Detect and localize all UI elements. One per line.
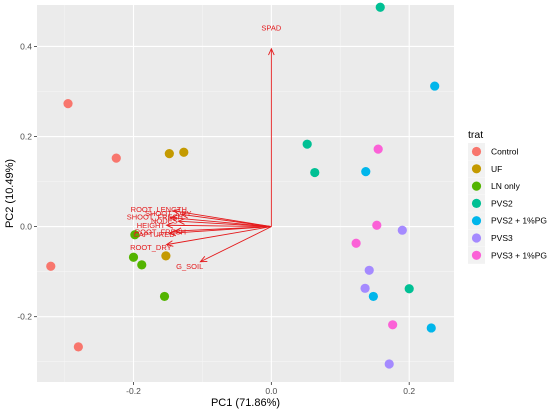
legend-key-point	[471, 181, 482, 191]
y-axis-ticks: -0.2 0.0 0.2 0.4	[17, 41, 37, 322]
legend-label: Control	[491, 147, 519, 157]
data-point	[361, 167, 371, 177]
legend-key-point	[471, 216, 482, 226]
loading-arrowhead	[180, 212, 189, 219]
legend-label: PVS3 + 1%PG	[491, 250, 547, 260]
data-point	[404, 284, 414, 294]
legend-label: UF	[491, 164, 502, 174]
data-point	[430, 81, 440, 91]
x-tick-label: 0.0	[265, 386, 277, 396]
loading-label: ROOT_FRESH	[135, 228, 186, 237]
x-tick-label: -0.2	[126, 386, 141, 396]
x-axis-ticks: -0.2 0.0 0.2	[126, 382, 415, 396]
legend-label: LN only	[491, 181, 521, 191]
data-point	[372, 220, 382, 230]
loading-arrow	[166, 226, 272, 246]
data-point	[364, 265, 374, 275]
legend-key-point	[471, 198, 482, 208]
legend-title: trat	[468, 129, 483, 141]
data-point	[397, 225, 407, 235]
loading-arrows	[165, 47, 275, 263]
minor-gridlines	[37, 5, 454, 382]
loading-arrow	[181, 213, 272, 228]
loading-arrowhead	[165, 240, 174, 247]
data-point	[73, 342, 83, 352]
loading-label: HEIGHT	[137, 221, 166, 230]
data-point	[368, 291, 378, 302]
data-point	[375, 2, 385, 12]
data-point	[164, 149, 174, 159]
data-point	[426, 323, 436, 333]
loading-arrowhead	[177, 218, 186, 225]
data-point	[161, 251, 171, 261]
loading-arrow	[166, 224, 272, 228]
data-point	[159, 291, 170, 302]
legend-key-point	[471, 146, 482, 157]
data-point	[137, 260, 147, 270]
loading-arrowhead	[165, 222, 174, 229]
data-point	[46, 261, 56, 271]
x-tick-label: 0.2	[403, 386, 415, 396]
data-point	[384, 359, 394, 369]
data-point	[128, 252, 139, 262]
loading-arrowhead	[268, 47, 275, 56]
loading-label: SHOOT_DRY	[145, 209, 192, 218]
loading-label: CAPTURED	[133, 230, 175, 239]
loading-label: ROOT_DRY	[130, 243, 172, 252]
data-point	[310, 167, 320, 178]
legend-label: PVS2	[491, 198, 513, 208]
loading-arrow	[169, 226, 272, 234]
legend-label: PVS2 + 1%PG	[491, 216, 547, 226]
loading-label: ROOT_LENGTH	[131, 205, 187, 214]
loading-label: SHOOT_FRESH	[127, 213, 183, 222]
data-point	[360, 283, 370, 293]
legend-key-point	[471, 250, 482, 260]
loading-labels: SPAD ROOT_LENGTHSHOOT_DRYSHOOT_FRESHNODES…	[127, 23, 282, 271]
y-tick-label: 0.0	[20, 222, 32, 232]
data-point	[388, 320, 398, 330]
data-point	[63, 99, 73, 109]
loading-arrow	[169, 217, 272, 228]
loading-arrow	[178, 220, 272, 228]
plot-panel	[37, 5, 454, 382]
y-axis-title: PC2 (10.49%)	[4, 159, 16, 228]
loading-arrowhead	[168, 229, 177, 237]
data-point	[373, 144, 383, 154]
y-tick-label: 0.4	[20, 41, 32, 51]
data-points	[46, 2, 440, 369]
data-point	[302, 139, 312, 149]
loading-arrowhead	[172, 208, 181, 216]
legend-key-point	[471, 233, 482, 243]
loading-arrow	[200, 226, 272, 263]
data-point	[179, 147, 189, 157]
loading-label: SPAD	[261, 23, 281, 32]
legend: trat Control UF LN only PVS2 PVS2 + 1%PG PVS3…	[468, 129, 547, 264]
loading-label: G_SOIL	[176, 262, 203, 271]
legend-label: PVS3	[491, 233, 513, 243]
loading-arrowhead	[168, 214, 177, 222]
loading-arrowhead	[199, 256, 208, 263]
data-point	[351, 238, 361, 248]
legend-key-point	[471, 164, 482, 174]
x-axis-title: PC1 (71.86%)	[211, 397, 280, 409]
y-tick-label: -0.2	[17, 312, 32, 322]
y-tick-label: 0.2	[20, 132, 32, 142]
data-point	[130, 230, 140, 240]
loading-label: NODES	[151, 217, 178, 226]
data-point	[111, 153, 121, 163]
